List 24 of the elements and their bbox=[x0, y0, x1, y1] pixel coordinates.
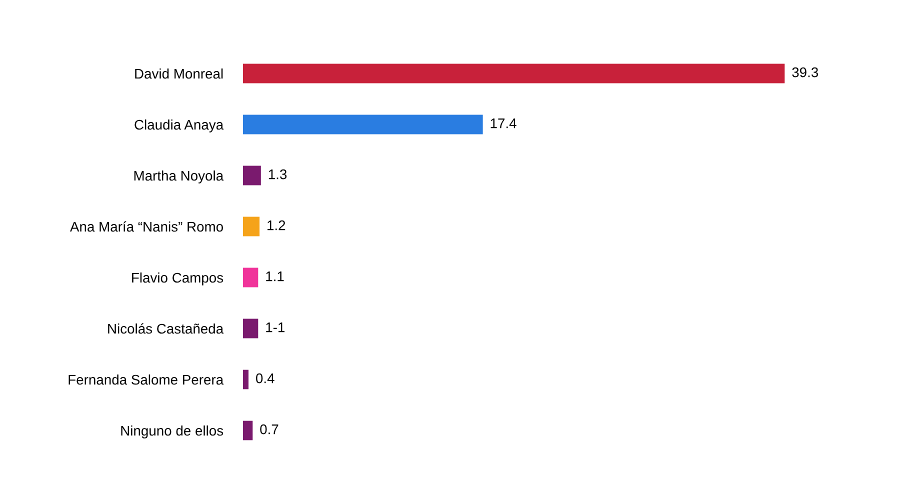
bar bbox=[243, 114, 483, 134]
bar bbox=[243, 166, 261, 186]
y-tick-label: Ninguno de ellos bbox=[121, 425, 224, 438]
y-tick-label: Fernanda Salome Perera bbox=[68, 374, 224, 385]
data-label: 1.1 bbox=[266, 272, 284, 282]
bar bbox=[243, 216, 260, 236]
y-tick-label: Flavio Campos bbox=[132, 272, 224, 286]
data-label: 1.3 bbox=[268, 169, 287, 180]
bar bbox=[243, 370, 249, 390]
bar bbox=[243, 420, 253, 440]
data-label: 39.3 bbox=[792, 67, 818, 78]
data-label: 0.4 bbox=[256, 373, 274, 384]
bar bbox=[243, 64, 785, 84]
bar bbox=[243, 268, 258, 288]
y-tick-label: Claudia Anaya bbox=[134, 119, 224, 132]
data-label: 17.4 bbox=[490, 118, 516, 128]
y-tick-label: David Monreal bbox=[135, 68, 223, 79]
data-label: 0.7 bbox=[260, 424, 278, 434]
data-label: 1.2 bbox=[268, 220, 286, 230]
data-label: 1-1 bbox=[266, 322, 284, 332]
y-tick-label: Nicolás Castañeda bbox=[108, 323, 224, 334]
y-tick-label: Ana María “Nanis” Romo bbox=[70, 221, 223, 232]
bar bbox=[243, 318, 258, 338]
y-tick-label: Martha Noyola bbox=[134, 170, 224, 184]
